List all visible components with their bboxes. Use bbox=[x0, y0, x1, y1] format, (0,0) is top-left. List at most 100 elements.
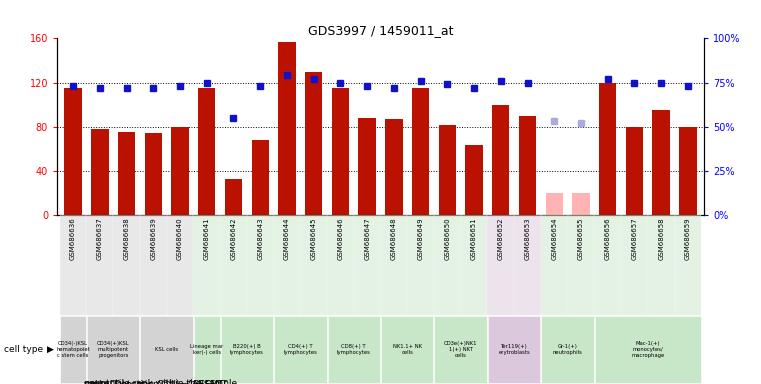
Bar bbox=[599, 83, 616, 215]
Bar bbox=[568, 215, 594, 315]
Text: GSM686656: GSM686656 bbox=[605, 217, 610, 260]
Bar bbox=[194, 316, 220, 382]
Bar bbox=[674, 215, 701, 315]
Bar bbox=[358, 118, 376, 215]
Bar bbox=[167, 215, 193, 315]
Text: Ter119(+)
erytroblasts: Ter119(+) erytroblasts bbox=[498, 344, 530, 355]
Bar bbox=[220, 215, 247, 315]
Bar bbox=[648, 215, 674, 315]
Bar bbox=[193, 215, 220, 315]
Bar bbox=[301, 215, 327, 315]
Bar bbox=[407, 215, 434, 315]
Bar bbox=[65, 88, 81, 215]
Bar bbox=[87, 316, 139, 382]
Bar bbox=[466, 146, 482, 215]
Bar bbox=[595, 316, 701, 382]
Bar bbox=[435, 316, 487, 382]
Bar bbox=[381, 316, 434, 382]
Bar bbox=[434, 215, 460, 315]
Title: GDS3997 / 1459011_at: GDS3997 / 1459011_at bbox=[307, 24, 454, 37]
Text: CD34(+)KSL
multipotent
progenitors: CD34(+)KSL multipotent progenitors bbox=[97, 341, 129, 358]
Text: CD8(+) T
lymphocytes: CD8(+) T lymphocytes bbox=[337, 344, 371, 355]
Text: count: count bbox=[84, 379, 110, 384]
Text: cell type: cell type bbox=[4, 345, 43, 354]
Text: percentile rank within the sample: percentile rank within the sample bbox=[84, 379, 237, 384]
Text: GSM686655: GSM686655 bbox=[578, 217, 584, 260]
Bar bbox=[247, 215, 274, 315]
Text: B220(+) B
lymphocytes: B220(+) B lymphocytes bbox=[230, 344, 264, 355]
Bar bbox=[193, 315, 220, 384]
Bar bbox=[572, 193, 590, 215]
Bar bbox=[274, 315, 301, 384]
Bar bbox=[113, 215, 140, 315]
Text: GSM686657: GSM686657 bbox=[632, 217, 638, 260]
Text: GSM686638: GSM686638 bbox=[123, 217, 129, 260]
Bar bbox=[626, 127, 643, 215]
Bar bbox=[327, 316, 380, 382]
Bar bbox=[407, 315, 434, 384]
Text: GSM686646: GSM686646 bbox=[337, 217, 343, 260]
Bar bbox=[274, 215, 301, 315]
Bar bbox=[221, 316, 273, 382]
Bar bbox=[145, 133, 162, 215]
Text: GSM686637: GSM686637 bbox=[97, 217, 103, 260]
Bar bbox=[171, 127, 189, 215]
Text: CD34(-)KSL
hematopoiet
c stem cells: CD34(-)KSL hematopoiet c stem cells bbox=[56, 341, 90, 358]
Bar bbox=[332, 88, 349, 215]
Bar bbox=[354, 215, 380, 315]
Text: GSM686645: GSM686645 bbox=[310, 217, 317, 260]
Bar bbox=[487, 315, 514, 384]
Bar bbox=[460, 215, 487, 315]
Bar bbox=[519, 116, 537, 215]
Bar bbox=[252, 140, 269, 215]
Text: GSM686642: GSM686642 bbox=[231, 217, 237, 260]
Text: GSM686644: GSM686644 bbox=[284, 217, 290, 260]
Text: CD4(+) T
lymphocytes: CD4(+) T lymphocytes bbox=[283, 344, 317, 355]
Text: GSM686653: GSM686653 bbox=[524, 217, 530, 260]
Bar bbox=[274, 316, 326, 382]
Text: GSM686654: GSM686654 bbox=[551, 217, 557, 260]
Text: GSM686636: GSM686636 bbox=[70, 217, 76, 260]
Bar bbox=[385, 119, 403, 215]
Text: Mac-1(+)
monocytes/
macrophage: Mac-1(+) monocytes/ macrophage bbox=[631, 341, 664, 358]
Bar bbox=[140, 315, 167, 384]
Bar bbox=[354, 315, 380, 384]
Bar bbox=[60, 316, 86, 382]
Bar bbox=[652, 110, 670, 215]
Bar bbox=[487, 215, 514, 315]
Text: GSM686647: GSM686647 bbox=[364, 217, 370, 260]
Bar bbox=[412, 88, 429, 215]
Text: KSL cells: KSL cells bbox=[155, 347, 178, 352]
Text: value, Detection Call = ABSENT: value, Detection Call = ABSENT bbox=[84, 379, 228, 384]
Bar bbox=[680, 127, 696, 215]
Text: GSM686652: GSM686652 bbox=[498, 217, 504, 260]
Bar bbox=[546, 193, 563, 215]
Bar bbox=[621, 315, 648, 384]
Bar bbox=[327, 315, 354, 384]
Bar bbox=[438, 124, 456, 215]
Bar bbox=[60, 315, 87, 384]
Bar bbox=[247, 315, 274, 384]
Bar bbox=[113, 315, 140, 384]
Text: Gr-1(+)
neutrophils: Gr-1(+) neutrophils bbox=[552, 344, 582, 355]
Text: GSM686640: GSM686640 bbox=[177, 217, 183, 260]
Bar bbox=[568, 315, 594, 384]
Bar bbox=[380, 315, 407, 384]
Bar bbox=[301, 315, 327, 384]
Bar bbox=[514, 315, 541, 384]
Bar bbox=[380, 215, 407, 315]
Bar bbox=[87, 215, 113, 315]
Bar bbox=[488, 316, 540, 382]
Bar bbox=[514, 215, 541, 315]
Bar bbox=[492, 104, 509, 215]
Text: ▶: ▶ bbox=[47, 345, 54, 354]
Bar bbox=[305, 71, 323, 215]
Bar bbox=[434, 315, 460, 384]
Text: GSM686659: GSM686659 bbox=[685, 217, 691, 260]
Text: GSM686651: GSM686651 bbox=[471, 217, 477, 260]
Bar bbox=[91, 129, 109, 215]
Bar bbox=[541, 215, 568, 315]
Bar bbox=[87, 315, 113, 384]
Bar bbox=[621, 215, 648, 315]
Bar bbox=[60, 215, 87, 315]
